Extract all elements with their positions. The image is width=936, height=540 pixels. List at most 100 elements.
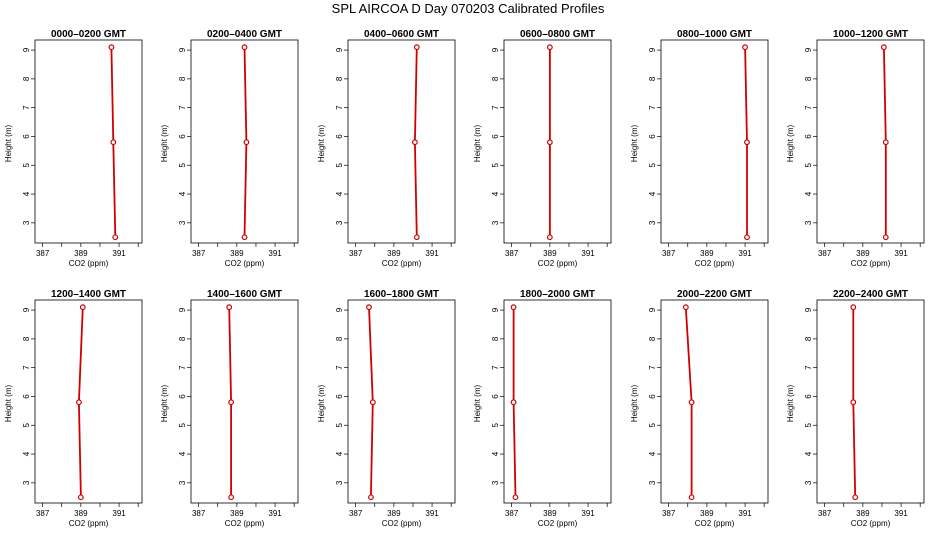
x-tick-label: 387 bbox=[192, 249, 206, 258]
y-tick-label: 5 bbox=[178, 422, 187, 427]
y-tick-label: 3 bbox=[335, 480, 344, 485]
data-point bbox=[688, 399, 695, 406]
y-tick-label: 8 bbox=[491, 76, 500, 81]
x-tick-label: 387 bbox=[818, 249, 832, 258]
y-tick-label: 4 bbox=[804, 191, 813, 196]
y-tick-label: 4 bbox=[22, 451, 31, 456]
y-tick-label: 7 bbox=[178, 365, 187, 370]
x-tick-label: 391 bbox=[425, 509, 439, 518]
y-tick-label: 3 bbox=[22, 220, 31, 225]
x-tick-label: 389 bbox=[543, 509, 557, 518]
y-axis-label: Height (m) bbox=[786, 124, 795, 162]
plot-frame bbox=[503, 299, 612, 504]
x-axis-label: CO2 (ppm) bbox=[695, 259, 735, 268]
x-tick-label: 389 bbox=[387, 509, 401, 518]
y-tick-label: 7 bbox=[804, 105, 813, 110]
data-point bbox=[366, 304, 372, 311]
y-tick-label: 6 bbox=[491, 134, 500, 139]
x-tick-label: 387 bbox=[505, 249, 519, 258]
x-tick-label: 389 bbox=[856, 249, 870, 258]
data-point bbox=[880, 44, 887, 51]
y-tick-label: 5 bbox=[22, 162, 31, 167]
data-point bbox=[852, 494, 859, 501]
x-tick-label: 387 bbox=[662, 249, 676, 258]
y-tick-label: 4 bbox=[491, 451, 500, 456]
y-tick-label: 8 bbox=[335, 76, 344, 81]
y-tick-label: 8 bbox=[804, 76, 813, 81]
x-axis-label: CO2 (ppm) bbox=[225, 259, 265, 268]
y-tick-label: 6 bbox=[804, 394, 813, 399]
x-tick-label: 391 bbox=[425, 249, 439, 258]
plot-frame bbox=[503, 39, 612, 244]
plot-frame bbox=[816, 39, 925, 244]
plot-frame bbox=[190, 299, 299, 504]
panel-title: 0200–0400 GMT bbox=[207, 29, 282, 40]
x-axis-label: CO2 (ppm) bbox=[851, 519, 891, 528]
data-point bbox=[112, 234, 119, 241]
y-tick-label: 9 bbox=[648, 307, 657, 312]
data-point bbox=[108, 44, 115, 51]
y-tick-label: 6 bbox=[491, 394, 500, 399]
plot-frame bbox=[347, 299, 456, 504]
y-tick-label: 9 bbox=[648, 47, 657, 52]
data-point bbox=[850, 304, 857, 311]
y-tick-label: 9 bbox=[178, 307, 187, 312]
x-tick-label: 391 bbox=[268, 509, 282, 518]
data-point bbox=[510, 399, 517, 406]
y-tick-label: 4 bbox=[335, 451, 344, 456]
x-tick-label: 391 bbox=[738, 509, 752, 518]
y-tick-label: 4 bbox=[648, 191, 657, 196]
y-tick-label: 8 bbox=[648, 336, 657, 341]
y-tick-label: 5 bbox=[648, 422, 657, 427]
y-tick-label: 9 bbox=[491, 307, 500, 312]
y-tick-label: 4 bbox=[22, 191, 31, 196]
data-point bbox=[77, 494, 84, 501]
panel-title: 2000–2200 GMT bbox=[677, 289, 752, 300]
x-tick-label: 389 bbox=[74, 249, 88, 258]
y-tick-label: 5 bbox=[335, 162, 344, 167]
y-tick-label: 6 bbox=[178, 134, 187, 139]
y-axis-label: Height (m) bbox=[160, 124, 169, 162]
plot-frame bbox=[190, 39, 299, 244]
y-tick-label: 4 bbox=[178, 451, 187, 456]
data-point bbox=[882, 234, 889, 241]
y-tick-label: 9 bbox=[335, 307, 344, 312]
x-axis-label: CO2 (ppm) bbox=[851, 259, 891, 268]
y-tick-label: 5 bbox=[178, 162, 187, 167]
y-tick-label: 6 bbox=[648, 134, 657, 139]
y-tick-label: 8 bbox=[178, 336, 187, 341]
y-tick-label: 4 bbox=[491, 191, 500, 196]
y-axis-label: Height (m) bbox=[4, 384, 13, 422]
x-tick-label: 391 bbox=[894, 509, 908, 518]
data-point bbox=[110, 139, 117, 146]
y-tick-label: 7 bbox=[648, 365, 657, 370]
x-tick-label: 391 bbox=[581, 509, 595, 518]
x-tick-label: 389 bbox=[230, 249, 244, 258]
data-point bbox=[512, 494, 519, 501]
y-axis-label: Height (m) bbox=[160, 384, 169, 422]
data-point bbox=[882, 139, 889, 146]
data-point bbox=[243, 139, 250, 146]
data-point bbox=[228, 399, 235, 406]
x-axis-label: CO2 (ppm) bbox=[69, 519, 109, 528]
panel-title: 1800–2000 GMT bbox=[520, 289, 595, 300]
x-tick-label: 391 bbox=[112, 509, 126, 518]
y-axis-label: Height (m) bbox=[317, 384, 326, 422]
data-point bbox=[76, 399, 82, 406]
y-tick-label: 9 bbox=[22, 47, 31, 52]
y-tick-label: 4 bbox=[335, 191, 344, 196]
data-point bbox=[79, 304, 86, 311]
y-tick-label: 8 bbox=[804, 336, 813, 341]
x-tick-label: 387 bbox=[192, 509, 206, 518]
x-tick-label: 389 bbox=[856, 509, 870, 518]
data-point bbox=[411, 139, 418, 146]
panel-title: 1200–1400 GMT bbox=[51, 289, 126, 300]
y-tick-label: 7 bbox=[491, 105, 500, 110]
y-tick-label: 8 bbox=[22, 76, 31, 81]
y-tick-label: 7 bbox=[648, 105, 657, 110]
y-tick-label: 6 bbox=[804, 134, 813, 139]
y-tick-label: 8 bbox=[335, 336, 344, 341]
y-tick-label: 7 bbox=[335, 105, 344, 110]
y-tick-label: 3 bbox=[804, 480, 813, 485]
